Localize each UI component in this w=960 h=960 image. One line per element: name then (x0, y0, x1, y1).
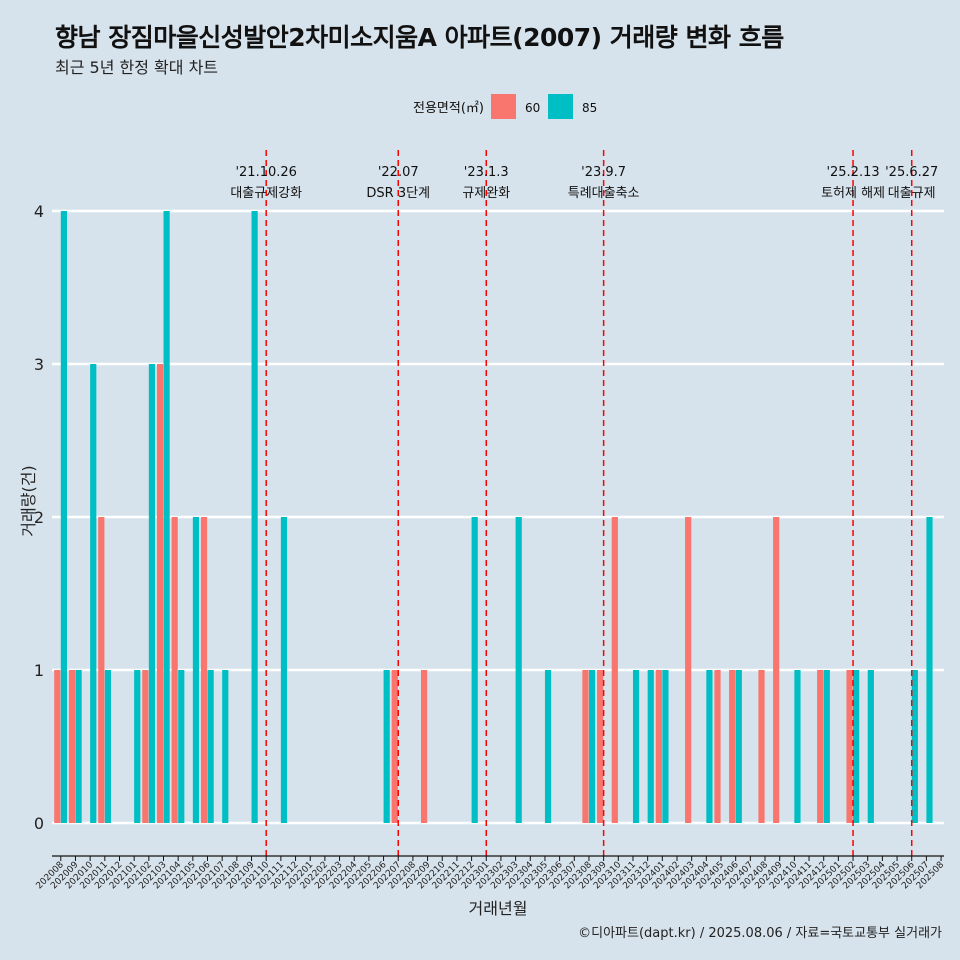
legend-title: 전용면적(㎡) (413, 101, 484, 116)
bar-85 (90, 364, 97, 823)
y-tick-label: 4 (34, 202, 44, 221)
bar-85 (163, 211, 170, 823)
source-caption: ©디아파트(dapt.kr) / 2025.08.06 / 자료=국토교통부 실… (578, 926, 942, 941)
y-tick-label: 1 (34, 661, 44, 680)
x-axis-label: 거래년월 (469, 899, 528, 918)
x-axis: 2020082020092020102020112020122021012021… (35, 855, 946, 891)
bar-85 (383, 670, 390, 823)
bar-85 (867, 670, 874, 823)
bar-60 (68, 670, 76, 823)
bar-60 (729, 670, 736, 823)
bars (54, 211, 933, 823)
bar-60 (156, 364, 164, 823)
event-label: 대출규제 (888, 186, 936, 201)
bar-85 (632, 670, 640, 823)
bar-85 (60, 211, 68, 823)
legend-swatch-60 (491, 94, 516, 119)
bar-85 (706, 670, 713, 823)
bar-85 (794, 670, 801, 823)
event-label: 토허제 해제 (821, 186, 885, 201)
bar-85 (588, 670, 596, 823)
grid-lines (52, 209, 944, 825)
bar-85 (280, 517, 288, 823)
y-tick-label: 0 (34, 814, 44, 833)
bar-85 (735, 670, 742, 823)
legend-swatch-85 (548, 94, 573, 119)
bar-60 (54, 670, 61, 823)
event-lines: '21.10.26 대출규제강화 '22.07 DSR 3단계 '23.1.3 규제완화 '… (230, 150, 938, 856)
bar-60 (582, 670, 589, 823)
bar-85 (823, 670, 830, 823)
event-date: '23.1.3 (464, 165, 509, 180)
event-date: '21.10.26 (235, 165, 296, 180)
legend: 전용면적(㎡) 60 85 (413, 94, 597, 119)
bar-85 (192, 517, 200, 823)
y-axis-label: 거래량(건) (19, 465, 38, 536)
event-label: 규제완화 (462, 186, 510, 201)
bar-60 (685, 517, 692, 823)
bar-85 (148, 364, 156, 823)
bar-60 (611, 517, 618, 823)
bar-85 (178, 670, 185, 823)
bar-85 (853, 670, 860, 823)
bar-85 (75, 670, 82, 823)
event-date: '25.6.27 (885, 165, 938, 180)
chart-subtitle: 최근 5년 한정 확대 차트 (55, 58, 219, 77)
bar-60 (758, 670, 765, 823)
bar-85 (911, 670, 918, 823)
bar-60 (391, 670, 398, 823)
y-tick-label: 2 (34, 508, 44, 527)
event-date: '22.07 (378, 165, 419, 180)
bar-85 (515, 517, 522, 823)
event-date: '25.2.13 (826, 165, 879, 180)
bar-85 (471, 517, 478, 823)
event-label: 특례대출축소 (568, 186, 640, 201)
y-tick-label: 3 (34, 355, 44, 374)
bar-60 (171, 517, 178, 823)
chart-title: 향남 장짐마을신성발안2차미소지움A 아파트(2007) 거래량 변화 흐름 (55, 23, 784, 52)
y-axis: 0 1 2 3 4 (34, 202, 44, 833)
event-label: 대출규제강화 (230, 186, 302, 201)
legend-label-85: 85 (582, 101, 597, 115)
bar-60 (655, 670, 662, 823)
bar-60 (142, 670, 149, 823)
bar-85 (222, 670, 229, 823)
bar-85 (662, 670, 669, 823)
event-date: '23.9.7 (581, 165, 626, 180)
bar-60 (846, 670, 853, 823)
bar-85 (544, 670, 552, 823)
legend-label-60: 60 (525, 101, 540, 115)
bar-60 (714, 670, 721, 823)
bar-85 (134, 670, 141, 823)
bar-60 (773, 517, 780, 823)
bar-85 (251, 211, 258, 823)
bar-85 (647, 670, 654, 823)
bar-85 (926, 517, 933, 823)
bar-85 (207, 670, 214, 823)
bar-85 (104, 670, 112, 823)
bar-60 (98, 517, 105, 823)
bar-60 (200, 517, 208, 823)
bar-60 (597, 670, 604, 823)
bar-60 (817, 670, 824, 823)
bar-60 (420, 670, 428, 823)
event-label: DSR 3단계 (366, 186, 430, 201)
